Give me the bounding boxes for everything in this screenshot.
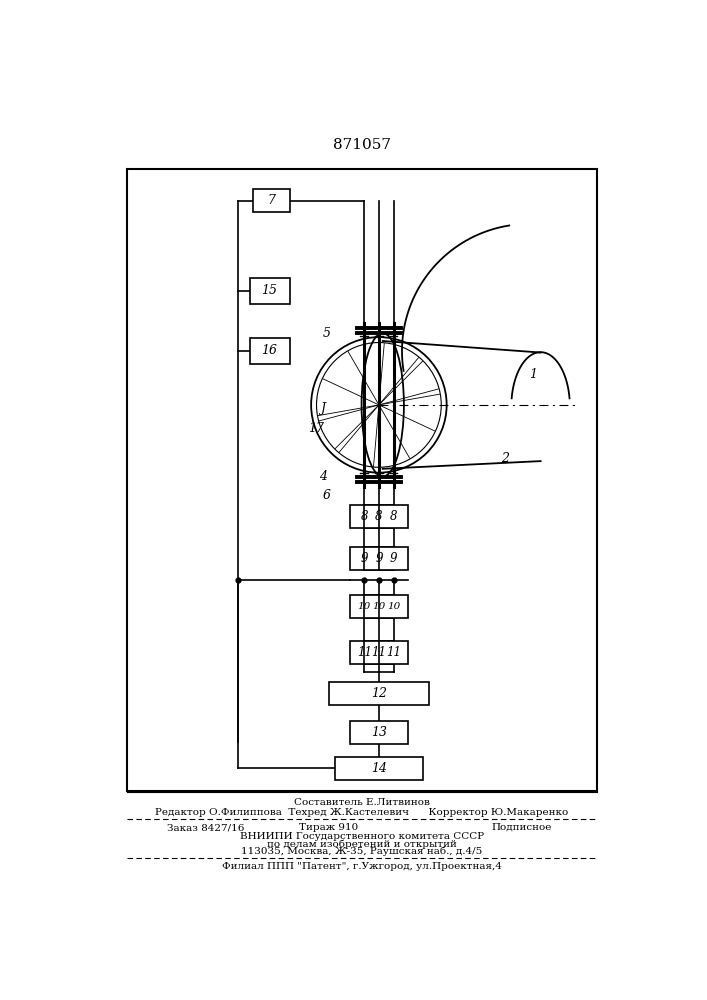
- Text: 9: 9: [390, 552, 397, 565]
- Text: ВНИИПИ Государственного комитета СССР: ВНИИПИ Государственного комитета СССР: [240, 832, 484, 841]
- Text: 17: 17: [308, 422, 324, 434]
- Text: 2: 2: [501, 452, 508, 465]
- FancyBboxPatch shape: [364, 547, 394, 570]
- Text: 11: 11: [357, 646, 372, 659]
- FancyBboxPatch shape: [364, 641, 394, 664]
- Text: 13: 13: [371, 726, 387, 739]
- FancyBboxPatch shape: [350, 595, 379, 618]
- Text: 12: 12: [371, 687, 387, 700]
- FancyBboxPatch shape: [252, 189, 290, 212]
- FancyBboxPatch shape: [350, 641, 379, 664]
- FancyBboxPatch shape: [329, 682, 429, 705]
- Text: 10: 10: [358, 602, 371, 611]
- Text: Редактор О.Филиппова  Техред Ж.Кастелевич      Корректор Ю.Макаренко: Редактор О.Филиппова Техред Ж.Кастелевич…: [156, 808, 568, 817]
- Text: 8: 8: [361, 510, 368, 523]
- FancyBboxPatch shape: [379, 595, 408, 618]
- Text: 4: 4: [319, 470, 327, 483]
- FancyBboxPatch shape: [379, 505, 408, 528]
- FancyBboxPatch shape: [334, 757, 423, 780]
- FancyBboxPatch shape: [379, 641, 408, 664]
- FancyBboxPatch shape: [350, 721, 408, 744]
- FancyBboxPatch shape: [250, 338, 290, 364]
- Text: 7: 7: [267, 194, 275, 207]
- FancyBboxPatch shape: [379, 547, 408, 570]
- Text: 9: 9: [361, 552, 368, 565]
- Text: Подписное: Подписное: [491, 823, 551, 832]
- Text: J: J: [320, 402, 325, 415]
- Text: 8: 8: [390, 510, 397, 523]
- Text: 11: 11: [371, 646, 387, 659]
- Text: 113035, Москва, Ж-35, Раушская наб., д.4/5: 113035, Москва, Ж-35, Раушская наб., д.4…: [241, 847, 483, 856]
- Text: 10: 10: [373, 602, 385, 611]
- FancyBboxPatch shape: [364, 505, 394, 528]
- FancyBboxPatch shape: [364, 595, 394, 618]
- FancyBboxPatch shape: [250, 278, 290, 304]
- FancyBboxPatch shape: [350, 547, 379, 570]
- Text: 14: 14: [371, 762, 387, 775]
- Text: 10: 10: [387, 602, 400, 611]
- Text: 16: 16: [262, 344, 278, 358]
- Text: 1: 1: [529, 368, 537, 381]
- Text: 15: 15: [262, 284, 278, 297]
- Text: Тираж 910: Тираж 910: [299, 823, 358, 832]
- FancyBboxPatch shape: [350, 505, 379, 528]
- Text: 9: 9: [375, 552, 382, 565]
- Text: 11: 11: [386, 646, 401, 659]
- Text: Составитель Е.Литвинов: Составитель Е.Литвинов: [294, 798, 430, 807]
- Text: 6: 6: [322, 489, 331, 502]
- Text: по делам изобретений и открытий: по делам изобретений и открытий: [267, 839, 457, 849]
- Text: 8: 8: [375, 510, 382, 523]
- Text: 871057: 871057: [333, 138, 391, 152]
- Text: 5: 5: [322, 327, 331, 340]
- Text: Филиал ППП "Патент", г.Ужгород, ул.Проектная,4: Филиал ППП "Патент", г.Ужгород, ул.Проек…: [222, 862, 502, 871]
- Text: Заказ 8427/16: Заказ 8427/16: [167, 823, 245, 832]
